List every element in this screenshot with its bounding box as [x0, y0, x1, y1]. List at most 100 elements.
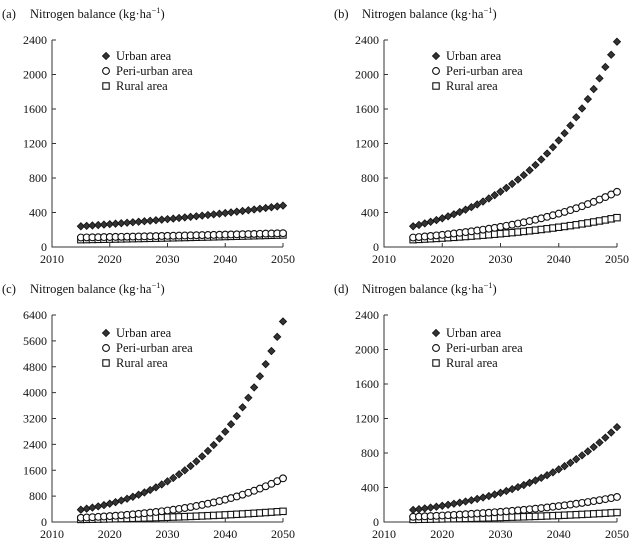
chart-title-exponent: −1 [483, 280, 492, 290]
panel-label: (a) [2, 7, 16, 21]
legend-marker-square [432, 359, 440, 367]
x-tick-label: 2020 [430, 252, 454, 266]
data-point [273, 332, 282, 342]
data-point [438, 214, 447, 223]
data-point [279, 229, 287, 238]
series-diamond [76, 317, 288, 514]
chart-title-exponent: −1 [151, 5, 160, 15]
axes [51, 315, 283, 523]
chart-title-close: ) [161, 282, 165, 296]
y-tick-label: 1200 [23, 137, 47, 151]
legend-marker-diamond [431, 328, 441, 338]
y-tick-label: 2000 [355, 68, 379, 82]
data-point [467, 496, 476, 505]
data-point [519, 170, 528, 180]
data-point [519, 480, 528, 490]
data-point [134, 490, 143, 499]
y-tick-label: 800 [29, 489, 47, 503]
legend-marker-circle [432, 344, 440, 352]
y-tick-label: 400 [29, 206, 47, 220]
data-point [99, 500, 109, 510]
data-point [146, 485, 155, 495]
y-tick-label: 400 [361, 206, 379, 220]
data-point [601, 433, 610, 442]
series-diamond [408, 422, 622, 515]
y-tick-label: 2000 [355, 343, 379, 357]
data-point [278, 317, 288, 326]
y-tick-label: 1600 [355, 377, 379, 391]
x-tick-label: 2030 [156, 527, 180, 541]
legend-label: Peri-urban area [446, 64, 523, 78]
legend-label: Peri-urban area [446, 341, 523, 355]
data-point [478, 197, 488, 206]
data-point [255, 372, 265, 381]
data-point [566, 121, 575, 130]
data-point [140, 488, 149, 497]
y-tick-label: 0 [41, 240, 47, 254]
data-point [548, 468, 558, 477]
data-point [461, 497, 470, 506]
legend-marker-circle [102, 344, 110, 352]
chart-panel-c: (c) Nitrogen balance (kg·ha−1) 0 800 1600 240… [2, 280, 295, 541]
legend-label: Peri-urban area [116, 64, 193, 78]
x-tick-label: 2020 [430, 527, 454, 541]
legend-label: Urban area [116, 326, 172, 340]
data-point [496, 187, 505, 196]
x-tick-label: 2040 [213, 527, 237, 541]
data-point [601, 62, 610, 72]
chart-panel-a: (a) Nitrogen balance (kg·ha−1) 0 400 800 1200… [2, 5, 295, 266]
data-point [607, 428, 616, 437]
data-point [88, 503, 97, 512]
x-tick-label: 2020 [98, 527, 122, 541]
data-point [169, 473, 178, 483]
panel-label: (b) [334, 7, 349, 21]
y-tick-label: 2400 [23, 437, 47, 451]
chart-title-close: ) [493, 282, 497, 296]
y-tick-label: 4800 [23, 360, 47, 374]
chart-title: Nitrogen balance (kg·ha−1) [30, 280, 165, 296]
legend-marker-diamond [431, 51, 441, 61]
chart-panel-b: (b) Nitrogen balance (kg·ha−1) 0 400 800 1200… [334, 5, 629, 266]
data-point [531, 160, 540, 170]
legend-marker-diamond [101, 328, 111, 338]
chart-panel-d: (d) Nitrogen balance (kg·ha−1) 0 400 800 1200… [334, 280, 629, 541]
x-tick-label: 2050 [605, 527, 629, 541]
y-tick-label: 1600 [23, 102, 47, 116]
data-point [186, 461, 195, 471]
data-point [82, 504, 91, 513]
y-tick-label: 5600 [23, 334, 47, 348]
data-point [613, 508, 621, 517]
data-point [443, 212, 453, 221]
data-point [589, 84, 598, 94]
x-tick-label: 2030 [489, 527, 513, 541]
legend-label: Rural area [446, 79, 498, 93]
data-point [467, 202, 476, 212]
y-tick-label: 800 [361, 446, 379, 460]
x-tick-label: 2040 [547, 252, 571, 266]
x-tick-label: 2050 [271, 527, 295, 541]
x-tick-label: 2050 [605, 252, 629, 266]
data-point [226, 420, 236, 429]
data-point [455, 498, 464, 507]
x-tick-label: 2030 [489, 252, 513, 266]
data-point [197, 452, 207, 461]
series-circle [409, 187, 621, 242]
data-point [612, 37, 622, 46]
chart-title-exponent: −1 [151, 280, 160, 290]
data-point [484, 194, 494, 203]
data-point [554, 465, 563, 474]
data-point [612, 422, 622, 432]
legend-marker-square [102, 359, 110, 367]
y-tick-label: 800 [29, 171, 47, 185]
chart-title-close: ) [493, 7, 497, 21]
legend-label: Rural area [116, 356, 168, 370]
data-point [478, 493, 488, 502]
data-point [449, 210, 459, 219]
x-tick-label: 2030 [156, 252, 180, 266]
data-point [595, 438, 604, 447]
data-point [232, 411, 241, 421]
data-point [157, 480, 166, 489]
data-point [542, 471, 552, 480]
data-point [572, 455, 581, 464]
